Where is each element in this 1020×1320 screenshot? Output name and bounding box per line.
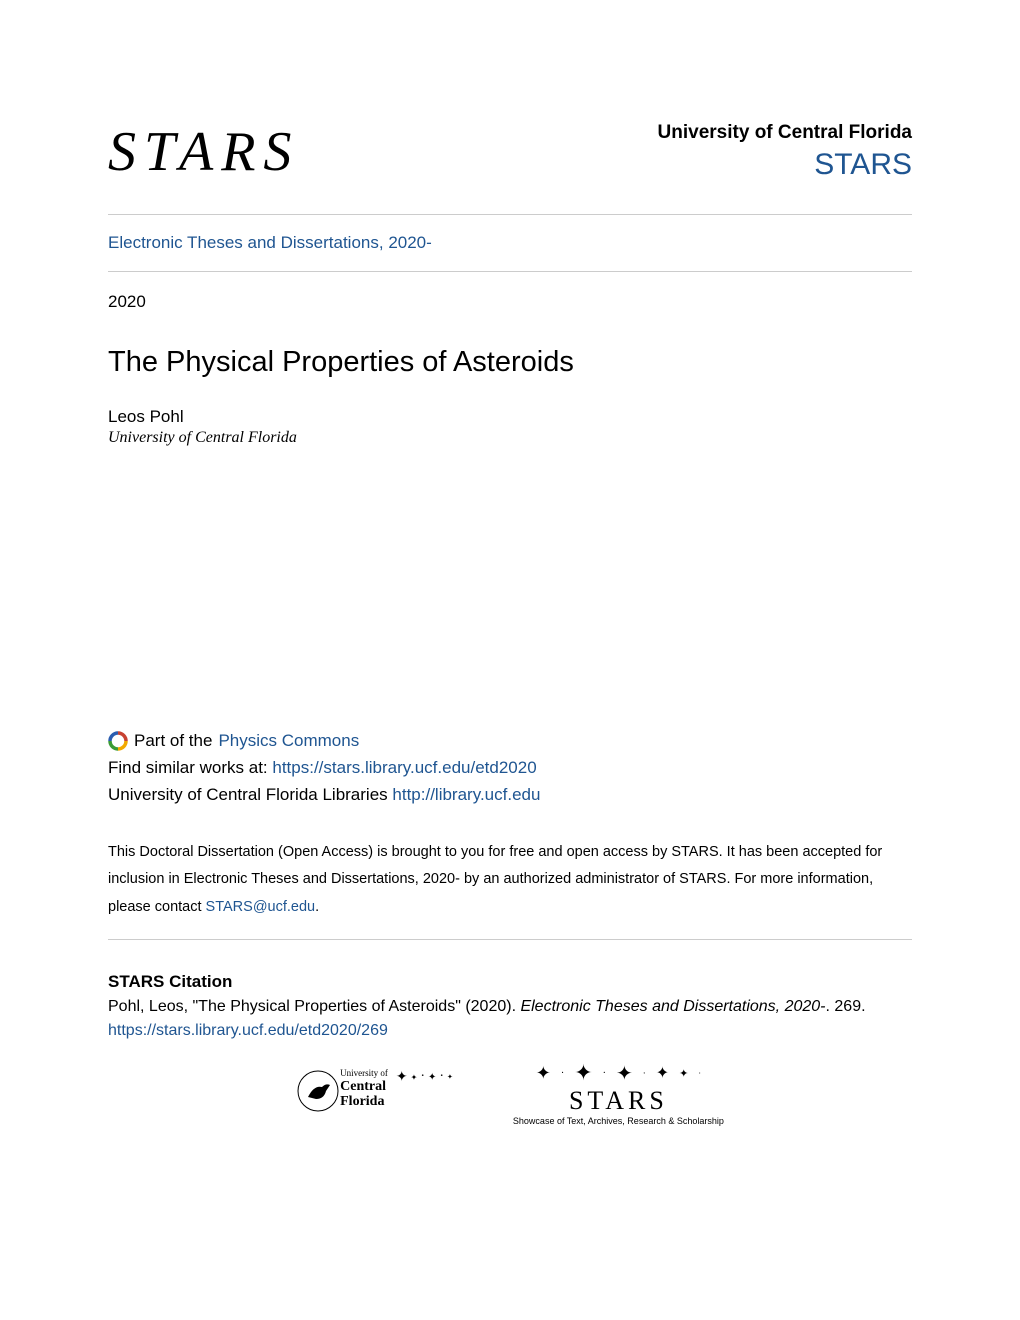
star-icon: ✦: [679, 1067, 688, 1080]
star-icon: ·: [698, 1069, 701, 1078]
stars-logo: STARS: [108, 120, 299, 184]
body-section: Part of the Physics Commons Find similar…: [108, 727, 912, 809]
stars-link[interactable]: STARS: [658, 148, 912, 182]
star-icon: ✦: [616, 1061, 633, 1086]
commons-icon: [108, 731, 128, 751]
footer-logos: University of Central Florida ✦ ✦ · ✦ · …: [108, 1060, 912, 1126]
star-icon: ·: [603, 1068, 606, 1079]
star-icon: ✦: [428, 1072, 436, 1083]
star-icon: ·: [439, 1069, 444, 1085]
star-icon: ✦: [656, 1063, 669, 1083]
citation-text: Pohl, Leos, "The Physical Properties of …: [108, 995, 912, 1019]
ucf-line2: Florida: [340, 1094, 388, 1109]
stars-footer-text: STARS: [513, 1086, 724, 1116]
stars-footer-logo: ✦ · ✦ · ✦ · ✦ ✦ · STARS Showcase of Text…: [513, 1060, 724, 1126]
star-icon: ✦: [411, 1073, 418, 1082]
star-icon: ·: [643, 1068, 646, 1078]
libraries-prefix: University of Central Florida Libraries: [108, 785, 392, 804]
breadcrumb[interactable]: Electronic Theses and Dissertations, 202…: [108, 215, 912, 271]
ucf-logo-block: University of Central Florida ✦ ✦ · ✦ · …: [296, 1069, 453, 1118]
decorative-stars-right: ✦ · ✦ · ✦ · ✦ ✦ ·: [513, 1060, 724, 1086]
star-icon: ·: [420, 1069, 425, 1085]
pegasus-icon: [296, 1069, 340, 1118]
divider-citation: [108, 939, 912, 940]
author-name: Leos Pohl: [108, 397, 912, 429]
citation-section: STARS Citation Pohl, Leos, "The Physical…: [108, 958, 912, 1040]
ucf-small: University of: [340, 1069, 388, 1079]
find-similar-link[interactable]: https://stars.library.ucf.edu/etd2020: [272, 758, 536, 777]
contact-email-link[interactable]: STARS@ucf.edu: [206, 899, 316, 915]
citation-heading: STARS Citation: [108, 972, 912, 992]
decorative-stars-left: ✦ ✦ · ✦ · ✦: [396, 1069, 453, 1086]
ucf-line1: Central: [340, 1079, 388, 1094]
year: 2020: [108, 272, 912, 322]
university-name: University of Central Florida: [658, 122, 912, 144]
author-affiliation: University of Central Florida: [108, 429, 912, 447]
header-row: STARS University of Central Florida STAR…: [108, 120, 912, 184]
physics-commons-link[interactable]: Physics Commons: [218, 727, 359, 754]
find-similar-prefix: Find similar works at:: [108, 758, 272, 777]
star-icon: ✦: [574, 1060, 592, 1086]
part-of-line: Part of the Physics Commons: [108, 727, 912, 754]
citation-italic: Electronic Theses and Dissertations, 202…: [520, 998, 825, 1015]
license-text: This Doctoral Dissertation (Open Access)…: [108, 839, 912, 922]
ucf-text: University of Central Florida: [340, 1069, 388, 1110]
header-right: University of Central Florida STARS: [658, 122, 912, 182]
citation-part2: . 269.: [826, 998, 866, 1015]
star-icon: ✦: [396, 1069, 408, 1086]
citation-part1: Pohl, Leos, "The Physical Properties of …: [108, 998, 520, 1015]
star-icon: ·: [561, 1068, 564, 1079]
libraries-line: University of Central Florida Libraries …: [108, 781, 912, 808]
license-period: .: [315, 899, 319, 915]
stars-tagline: Showcase of Text, Archives, Research & S…: [513, 1116, 724, 1126]
libraries-link[interactable]: http://library.ucf.edu: [392, 785, 540, 804]
star-icon: ✦: [536, 1063, 551, 1084]
star-icon: ✦: [447, 1073, 453, 1081]
page-title: The Physical Properties of Asteroids: [108, 322, 912, 397]
part-of-prefix: Part of the: [134, 727, 212, 754]
citation-url-link[interactable]: https://stars.library.ucf.edu/etd2020/26…: [108, 1022, 912, 1040]
find-similar-line: Find similar works at: https://stars.lib…: [108, 754, 912, 781]
